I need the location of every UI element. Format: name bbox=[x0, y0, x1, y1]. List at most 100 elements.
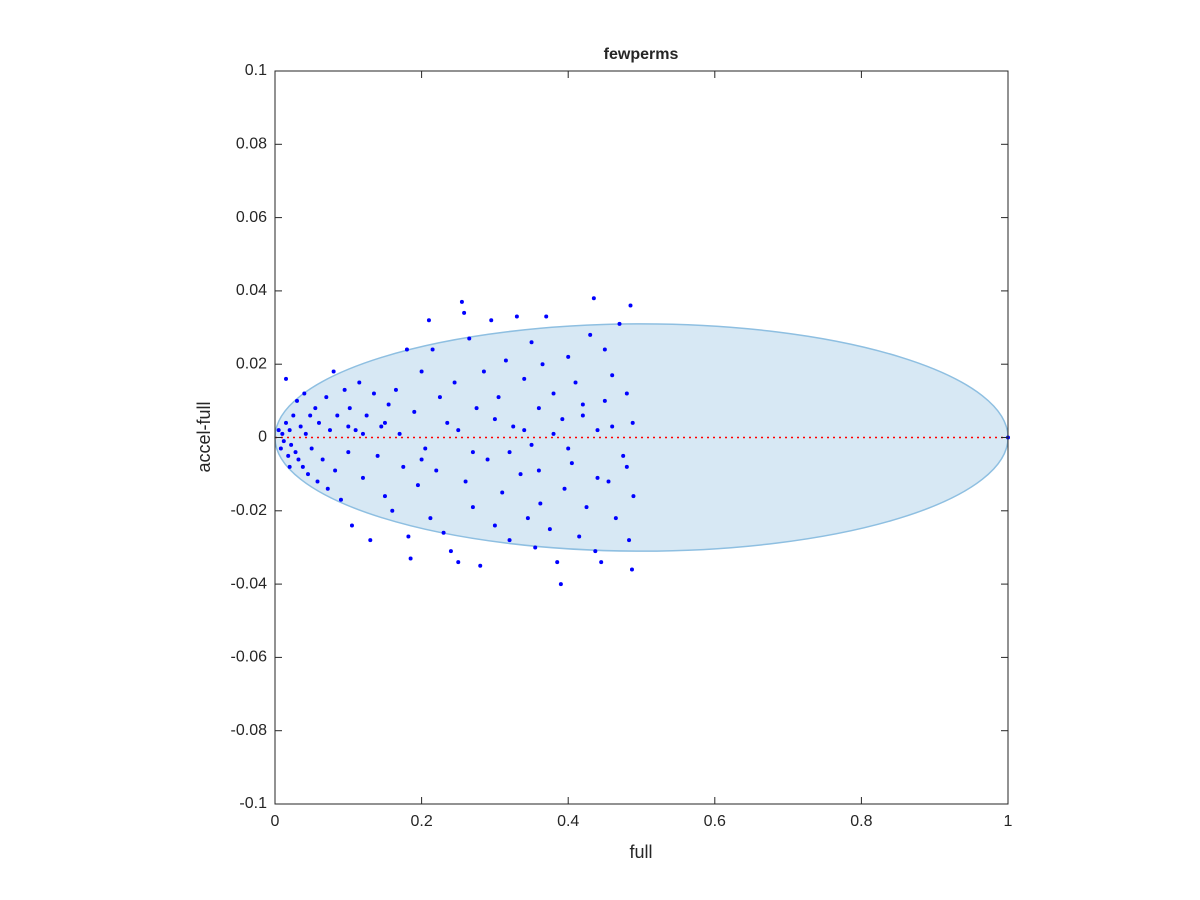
point bbox=[320, 457, 325, 462]
y-tick-label: -0.02 bbox=[231, 502, 268, 519]
point bbox=[331, 369, 336, 374]
point bbox=[298, 424, 303, 429]
point bbox=[325, 486, 330, 491]
point bbox=[560, 417, 565, 422]
point bbox=[286, 453, 291, 458]
point bbox=[558, 582, 563, 587]
point bbox=[406, 534, 411, 539]
point bbox=[599, 560, 604, 565]
point bbox=[327, 428, 332, 433]
point bbox=[404, 347, 409, 352]
point bbox=[448, 549, 453, 554]
point bbox=[305, 472, 310, 477]
point bbox=[390, 508, 395, 513]
point bbox=[280, 431, 285, 436]
point bbox=[518, 472, 523, 477]
y-tick-label: 0.04 bbox=[236, 282, 267, 299]
point bbox=[470, 505, 475, 510]
point bbox=[437, 395, 442, 400]
point bbox=[276, 428, 281, 433]
point bbox=[287, 464, 292, 469]
point bbox=[300, 464, 305, 469]
point bbox=[308, 413, 313, 418]
x-axis-label: full bbox=[629, 842, 652, 862]
point bbox=[303, 431, 308, 436]
point bbox=[566, 446, 571, 451]
x-tick-label: 1 bbox=[1004, 813, 1013, 830]
point bbox=[357, 380, 362, 385]
point bbox=[283, 376, 288, 381]
point bbox=[525, 516, 530, 521]
point bbox=[602, 347, 607, 352]
point bbox=[591, 296, 596, 301]
point bbox=[379, 424, 384, 429]
point bbox=[445, 420, 450, 425]
point bbox=[503, 358, 508, 363]
point bbox=[293, 450, 298, 455]
point bbox=[382, 494, 387, 499]
point bbox=[496, 395, 501, 400]
y-tick-label: 0.06 bbox=[236, 209, 267, 226]
point bbox=[408, 556, 413, 561]
point bbox=[613, 516, 618, 521]
y-tick-label: 0.02 bbox=[236, 355, 267, 372]
point bbox=[294, 398, 299, 403]
point bbox=[536, 468, 541, 473]
point bbox=[349, 523, 354, 528]
point bbox=[364, 413, 369, 418]
point bbox=[459, 299, 464, 304]
x-tick-label: 0.4 bbox=[557, 813, 579, 830]
point bbox=[412, 409, 417, 414]
point bbox=[353, 428, 358, 433]
point bbox=[309, 446, 314, 451]
point bbox=[577, 534, 582, 539]
point bbox=[347, 406, 352, 411]
point bbox=[617, 321, 622, 326]
point bbox=[456, 560, 461, 565]
y-tick-label: -0.04 bbox=[231, 575, 268, 592]
point bbox=[333, 468, 338, 473]
point bbox=[346, 450, 351, 455]
point bbox=[481, 369, 486, 374]
point bbox=[441, 530, 446, 535]
y-tick-label: -0.08 bbox=[231, 722, 268, 739]
point bbox=[511, 424, 516, 429]
point bbox=[302, 391, 307, 396]
point bbox=[536, 406, 541, 411]
point bbox=[507, 450, 512, 455]
x-tick-label: 0.8 bbox=[850, 813, 872, 830]
y-tick-label: -0.06 bbox=[231, 649, 268, 666]
point bbox=[566, 354, 571, 359]
point bbox=[386, 402, 391, 407]
point bbox=[562, 486, 567, 491]
point bbox=[593, 549, 598, 554]
point bbox=[551, 391, 556, 396]
point bbox=[291, 413, 296, 418]
point bbox=[595, 428, 600, 433]
point bbox=[287, 428, 292, 433]
point bbox=[315, 479, 320, 484]
point bbox=[382, 420, 387, 425]
point bbox=[551, 431, 556, 436]
point bbox=[573, 380, 578, 385]
point bbox=[522, 428, 527, 433]
point bbox=[296, 457, 301, 462]
point bbox=[492, 523, 497, 528]
point bbox=[610, 424, 615, 429]
point bbox=[316, 420, 321, 425]
point bbox=[456, 428, 461, 433]
point bbox=[428, 516, 433, 521]
point bbox=[628, 303, 633, 308]
point bbox=[419, 369, 424, 374]
point bbox=[547, 527, 552, 532]
point bbox=[397, 431, 402, 436]
point bbox=[602, 398, 607, 403]
point bbox=[555, 560, 560, 565]
y-tick-label: 0.1 bbox=[245, 62, 267, 79]
point bbox=[588, 332, 593, 337]
point bbox=[624, 391, 629, 396]
point bbox=[423, 446, 428, 451]
point bbox=[360, 431, 365, 436]
point bbox=[289, 442, 294, 447]
